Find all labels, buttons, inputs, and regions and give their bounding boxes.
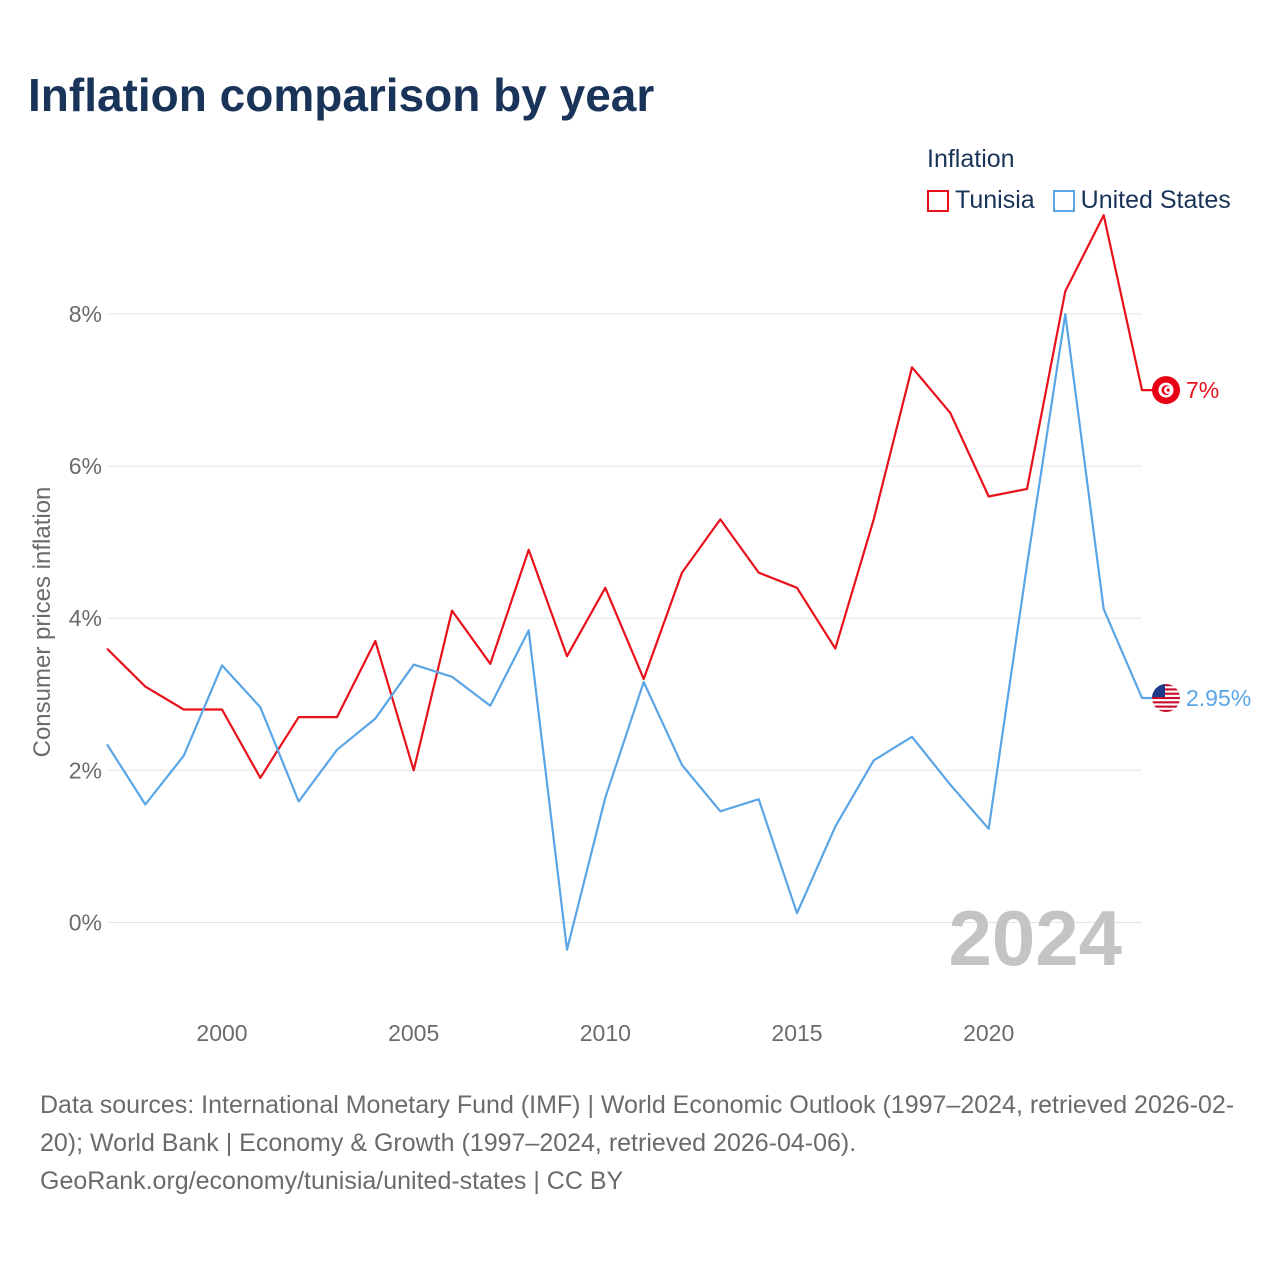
y-axis-label: Consumer prices inflation — [29, 487, 56, 758]
flag-stripe — [1152, 692, 1180, 695]
y-tick-label: 8% — [69, 301, 102, 327]
series-line-united-states — [106, 313, 1156, 951]
x-tick-label: 2020 — [963, 1020, 1014, 1046]
flag-stripe — [1152, 705, 1180, 708]
y-tick-label: 4% — [69, 605, 102, 631]
y-tick-label: 2% — [69, 757, 102, 783]
flag-body — [1152, 684, 1180, 713]
y-tick-labels: 0% 2% 4% 6% 8% — [69, 301, 102, 935]
y-tick-label: 0% — [69, 909, 102, 935]
end-label-united-states: 2.95% — [1186, 685, 1251, 711]
line-chart: 0% 2% 4% 6% 8% 2000 2005 2010 2015 2020 Consumer… — [29, 214, 1251, 1046]
y-tick-label: 6% — [69, 453, 102, 479]
end-markers: 7% 2.95% — [1152, 376, 1251, 713]
x-tick-label: 2015 — [771, 1020, 822, 1046]
end-label-tunisia: 7% — [1186, 377, 1219, 403]
x-tick-label: 2000 — [196, 1020, 247, 1046]
legend-swatch-tunisia — [927, 189, 949, 212]
series-lines — [106, 214, 1156, 951]
flag-stripe — [1152, 696, 1180, 700]
flag-stripe — [1152, 688, 1180, 691]
x-tick-labels: 2000 2005 2010 2015 2020 — [196, 1020, 1014, 1046]
flag-stripe — [1152, 701, 1180, 704]
year-watermark: 2024 — [948, 894, 1122, 982]
legend-label-united-states: United States — [1080, 186, 1231, 214]
flag-icon-tunisia — [1152, 376, 1180, 405]
flag-star — [1166, 388, 1170, 392]
x-tick-label: 2010 — [580, 1020, 631, 1046]
footer: Data sources: International Monetary Fun… — [40, 1086, 1250, 1200]
footer-sources: Data sources: International Monetary Fun… — [40, 1091, 1235, 1157]
flag-icon-united-states — [1152, 684, 1180, 713]
footer-credit: GeoRank.org/economy/tunisia/united-state… — [40, 1167, 624, 1195]
legend-item-united-states[interactable]: United States — [1052, 186, 1231, 215]
legend-swatch-united-states — [1052, 189, 1075, 212]
legend-label-tunisia: Tunisia — [955, 186, 1035, 214]
chart-title: Inflation comparison by year — [28, 69, 655, 121]
legend-item-tunisia[interactable]: Tunisia — [927, 186, 1035, 215]
legend: Tunisia United States — [927, 186, 1249, 215]
gridlines — [107, 313, 1142, 923]
series-line-tunisia — [106, 214, 1156, 779]
flag-stripe — [1152, 709, 1180, 712]
x-tick-label: 2005 — [388, 1020, 439, 1046]
legend-title: Inflation — [927, 145, 1015, 173]
flag-stripe — [1152, 684, 1180, 687]
flag-canton — [1152, 684, 1165, 698]
